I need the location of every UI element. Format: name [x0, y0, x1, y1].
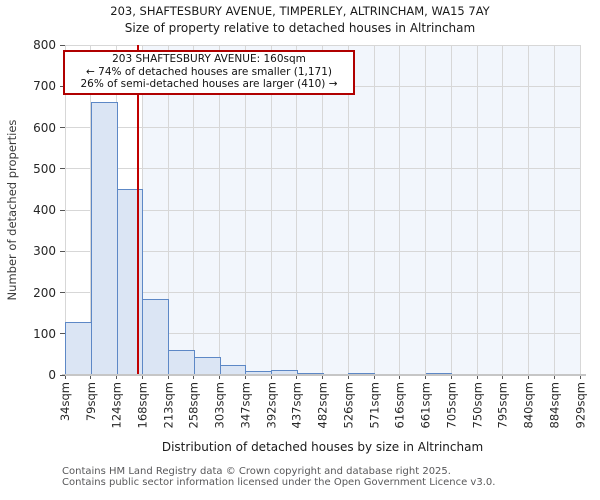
horizontal-gridline	[65, 250, 580, 252]
x-tick-label: 482sqm	[315, 382, 330, 429]
y-tick-label: 600	[33, 120, 56, 135]
histogram-bar	[193, 357, 221, 375]
horizontal-gridline	[65, 127, 580, 128]
histogram-bar	[65, 322, 92, 375]
footer-attribution: Contains HM Land Registry data © Crown c…	[62, 466, 495, 488]
x-tick-mark	[141, 376, 143, 379]
histogram-bar	[142, 299, 169, 375]
histogram-bar	[168, 350, 195, 375]
y-tick-label: 700	[33, 79, 56, 94]
x-tick-mark	[579, 376, 581, 379]
x-tick-mark	[528, 376, 529, 379]
x-tick-mark	[116, 376, 117, 379]
horizontal-gridline	[65, 44, 580, 46]
x-axis-title: Distribution of detached houses by size …	[161, 440, 484, 454]
y-tick-mark	[60, 333, 65, 335]
histogram-bar	[90, 101, 118, 375]
histogram-bar	[219, 365, 247, 375]
histogram-bar	[296, 372, 324, 375]
x-tick-label: 795sqm	[495, 382, 510, 429]
y-tick-label: 200	[33, 285, 56, 300]
histogram-bar	[271, 369, 298, 375]
horizontal-gridline	[65, 292, 580, 293]
y-tick-mark	[60, 250, 65, 252]
x-tick-label: 347sqm	[238, 382, 253, 429]
x-tick-mark	[270, 376, 272, 379]
annotation-box: 203 SHAFTESBURY AVENUE: 160sqm ← 74% of …	[63, 50, 355, 95]
x-tick-mark	[219, 376, 220, 379]
x-tick-label: 168sqm	[135, 382, 150, 429]
histogram-bar	[116, 188, 144, 375]
x-tick-mark	[90, 376, 92, 379]
y-tick-label: 300	[33, 244, 56, 259]
x-tick-label: 526sqm	[341, 382, 356, 429]
x-tick-label: 616sqm	[392, 382, 407, 429]
x-tick-mark	[322, 376, 323, 379]
x-tick-mark	[167, 376, 169, 379]
y-tick-label: 800	[33, 38, 56, 52]
x-axis-baseline	[62, 374, 586, 376]
footer-line-2: Contains public sector information licen…	[62, 477, 496, 488]
y-tick-label: 500	[33, 161, 56, 176]
x-tick-label: 213sqm	[161, 382, 175, 429]
x-tick-label: 303sqm	[212, 382, 227, 429]
x-tick-label: 258sqm	[186, 382, 201, 429]
y-tick-mark	[60, 85, 65, 87]
x-tick-label: 124sqm	[109, 382, 124, 429]
annotation-line-1: 203 SHAFTESBURY AVENUE: 160sqm	[112, 53, 306, 65]
x-tick-label: 884sqm	[547, 382, 562, 429]
x-tick-mark	[502, 376, 504, 379]
histogram-plot-area	[64, 44, 581, 375]
horizontal-gridline	[65, 209, 580, 211]
x-tick-label: 705sqm	[444, 382, 459, 429]
x-tick-label: 79sqm	[83, 382, 98, 422]
x-tick-label: 840sqm	[521, 382, 536, 429]
y-tick-mark	[60, 168, 65, 170]
chart-title: 203, SHAFTESBURY AVENUE, TIMPERLEY, ALTR…	[110, 4, 490, 18]
x-tick-label: 392sqm	[264, 382, 278, 429]
x-tick-mark	[64, 376, 66, 379]
y-tick-label: 0	[48, 368, 56, 382]
y-tick-mark	[60, 374, 65, 376]
annotation-line-2: ← 74% of detached houses are smaller (1,…	[86, 65, 332, 78]
x-tick-mark	[347, 376, 349, 379]
subject-size-marker-line	[136, 45, 139, 375]
y-tick-mark	[60, 127, 65, 128]
horizontal-gridline	[65, 333, 580, 335]
x-tick-mark	[399, 376, 401, 379]
vertical-gridline	[579, 45, 581, 375]
x-tick-label: 929sqm	[573, 382, 587, 429]
y-tick-mark	[60, 209, 65, 211]
x-tick-label: 571sqm	[367, 382, 381, 429]
y-tick-mark	[60, 292, 65, 293]
x-tick-mark	[373, 376, 375, 379]
horizontal-gridline	[65, 168, 580, 170]
y-tick-label: 400	[33, 203, 56, 217]
x-tick-mark	[425, 376, 426, 379]
y-tick-label: 100	[33, 326, 56, 341]
x-tick-mark	[296, 376, 298, 379]
x-tick-label: 750sqm	[470, 382, 484, 429]
y-tick-mark	[60, 44, 65, 46]
x-tick-label: 661sqm	[418, 382, 433, 429]
annotation-line-3: 26% of semi-detached houses are larger (…	[80, 78, 338, 90]
x-tick-label: 437sqm	[289, 382, 304, 429]
footer-line-1: Contains HM Land Registry data © Crown c…	[62, 466, 451, 477]
chart-subtitle: Size of property relative to detached ho…	[124, 21, 476, 35]
x-tick-mark	[553, 376, 555, 379]
x-tick-label: 34sqm	[58, 382, 72, 422]
x-tick-mark	[450, 376, 452, 379]
x-tick-mark	[193, 376, 195, 379]
x-tick-mark	[476, 376, 478, 379]
x-tick-mark	[244, 376, 246, 379]
